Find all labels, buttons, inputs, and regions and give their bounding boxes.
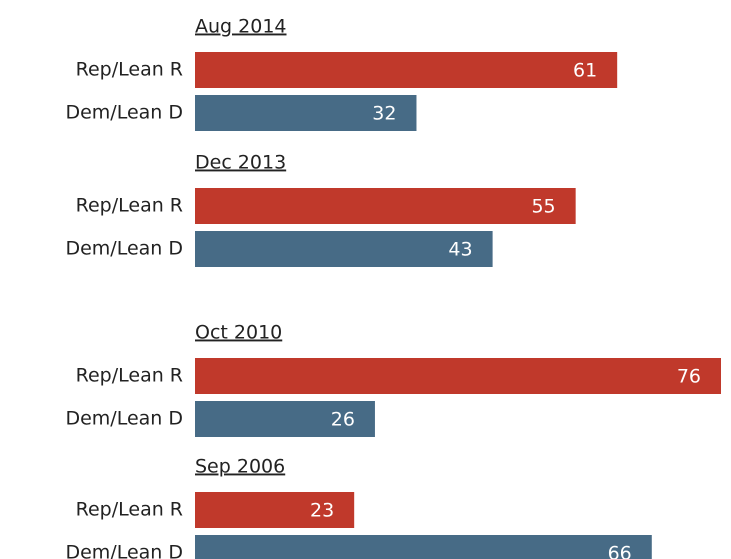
row-label: Rep/Lean R (76, 365, 183, 387)
row-label: Dem/Lean D (65, 408, 183, 430)
bar (195, 231, 493, 267)
group-label: Oct 2010 (195, 322, 282, 344)
group-label: Dec 2013 (195, 152, 286, 174)
row-label: Rep/Lean R (76, 499, 183, 521)
value-label: 76 (677, 366, 701, 388)
row-label: Dem/Lean D (65, 238, 183, 260)
bar (195, 52, 618, 88)
row-label: Dem/Lean D (65, 102, 183, 124)
group-label: Aug 2014 (195, 16, 287, 38)
row-label: Dem/Lean D (65, 542, 183, 559)
value-label: 61 (573, 60, 597, 82)
bar (195, 535, 652, 559)
value-label: 43 (448, 239, 472, 261)
value-label: 55 (531, 196, 555, 218)
bar (195, 401, 375, 437)
bar (195, 95, 417, 131)
row-label: Rep/Lean R (76, 195, 183, 217)
value-label: 23 (310, 500, 334, 522)
row-label: Rep/Lean R (76, 59, 183, 81)
group-label: Sep 2006 (195, 456, 285, 478)
bar (195, 358, 721, 394)
value-label: 66 (608, 543, 632, 559)
value-label: 32 (372, 103, 396, 125)
bar (195, 492, 355, 528)
bar (195, 188, 576, 224)
value-label: 26 (331, 409, 355, 431)
